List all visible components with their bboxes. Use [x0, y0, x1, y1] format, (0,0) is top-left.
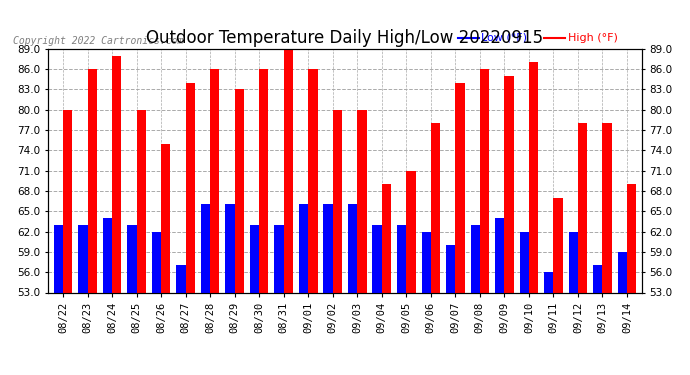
Bar	[333, 110, 342, 292]
Bar	[520, 231, 529, 292]
Bar	[275, 225, 284, 292]
Bar	[284, 49, 293, 292]
Bar	[103, 218, 112, 292]
Bar	[250, 225, 259, 292]
Bar	[201, 204, 210, 292]
Bar	[504, 76, 513, 292]
Bar	[186, 82, 195, 292]
Bar	[569, 231, 578, 292]
Bar	[373, 225, 382, 292]
Bar	[324, 204, 333, 292]
Bar	[348, 204, 357, 292]
Bar	[471, 225, 480, 292]
Bar	[431, 123, 440, 292]
Bar	[88, 69, 97, 292]
Bar	[529, 62, 538, 292]
Bar	[161, 144, 170, 292]
Bar	[455, 82, 464, 292]
Bar	[112, 56, 121, 292]
Bar	[137, 110, 146, 292]
Bar	[127, 225, 137, 292]
Bar	[177, 266, 186, 292]
Bar	[480, 69, 489, 292]
Bar	[226, 204, 235, 292]
Bar	[578, 123, 587, 292]
Bar	[397, 225, 406, 292]
Bar	[78, 225, 88, 292]
Bar	[259, 69, 268, 292]
Bar	[357, 110, 366, 292]
Text: Copyright 2022 Cartronics.com: Copyright 2022 Cartronics.com	[12, 36, 183, 46]
Bar	[152, 231, 161, 292]
Bar	[63, 110, 72, 292]
Bar	[618, 252, 627, 292]
Bar	[235, 89, 244, 292]
Title: Outdoor Temperature Daily High/Low 20220915: Outdoor Temperature Daily High/Low 20220…	[146, 29, 544, 47]
Bar	[308, 69, 317, 292]
Bar	[627, 184, 636, 292]
Bar	[54, 225, 63, 292]
Bar	[553, 198, 563, 292]
Bar	[593, 266, 602, 292]
Bar	[382, 184, 391, 292]
Bar	[544, 272, 553, 292]
Bar	[602, 123, 612, 292]
Text: Low (°F): Low (°F)	[482, 33, 527, 43]
Bar	[299, 204, 308, 292]
Text: High (°F): High (°F)	[568, 33, 618, 43]
Bar	[495, 218, 504, 292]
Bar	[210, 69, 219, 292]
Bar	[422, 231, 431, 292]
Bar	[446, 245, 455, 292]
Bar	[406, 171, 415, 292]
